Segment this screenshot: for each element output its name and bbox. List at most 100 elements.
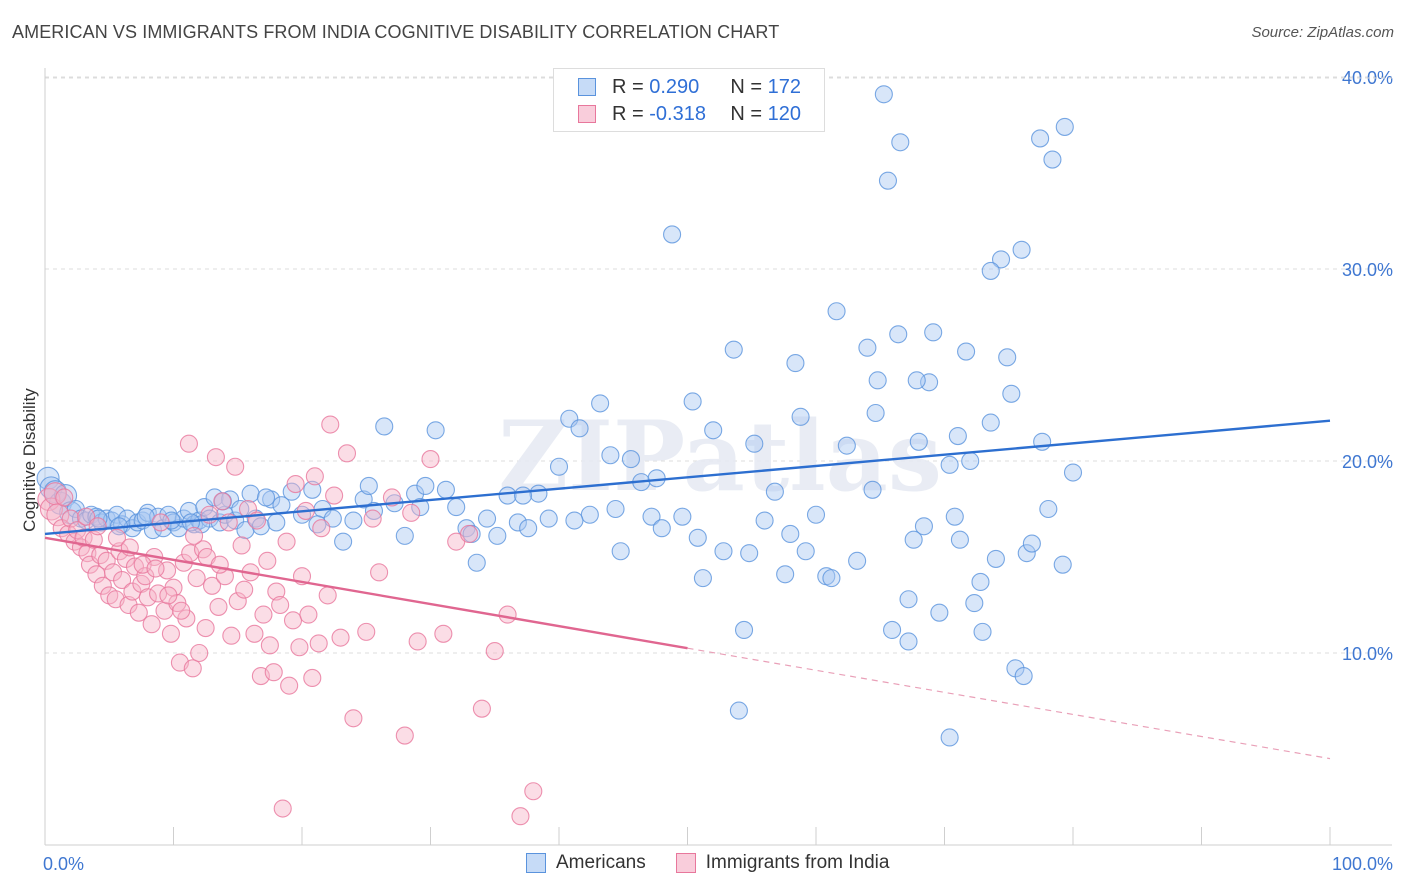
data-point <box>891 133 910 152</box>
legend-r-value: 0.290 <box>649 75 700 98</box>
data-point <box>704 421 723 440</box>
data-point <box>344 511 363 530</box>
data-point <box>647 469 666 488</box>
data-point <box>364 501 384 520</box>
data-point <box>321 415 340 434</box>
data-point <box>264 663 283 682</box>
legend-row-americans: R = 0.290 N = 172 <box>578 75 801 99</box>
data-point <box>303 668 322 688</box>
data-point <box>940 728 959 747</box>
data-point <box>395 526 414 545</box>
data-point <box>822 569 841 588</box>
series-swatch-americans <box>526 853 546 873</box>
data-point <box>529 484 548 503</box>
data-point <box>222 626 241 645</box>
data-point <box>408 632 427 651</box>
data-point <box>755 511 774 530</box>
data-point <box>745 434 764 453</box>
data-point <box>848 551 867 570</box>
data-point <box>416 476 435 496</box>
y-tick-label: 20.0% <box>1342 452 1393 472</box>
data-point <box>981 413 1000 432</box>
data-point <box>299 605 318 624</box>
data-point <box>549 457 569 476</box>
data-point <box>113 570 132 590</box>
data-point <box>43 482 67 506</box>
data-point <box>950 530 969 549</box>
legend-n-value: 120 <box>767 102 801 125</box>
series-legend-india: Immigrants from India <box>675 852 889 874</box>
data-point <box>904 530 923 549</box>
data-point <box>318 586 337 605</box>
data-point <box>914 517 933 536</box>
data-point <box>467 553 486 572</box>
data-point <box>488 526 507 545</box>
data-point <box>267 513 286 532</box>
data-point <box>1031 129 1050 148</box>
data-point <box>277 532 296 551</box>
data-point <box>370 563 389 582</box>
data-point <box>508 513 527 532</box>
data-point <box>206 448 225 467</box>
data-point <box>524 782 543 801</box>
watermark: ZIPatlas <box>498 400 942 513</box>
data-point <box>459 524 479 544</box>
data-point <box>513 486 533 505</box>
data-point <box>228 592 247 611</box>
data-point <box>827 302 846 321</box>
source-label: Source: ZipAtlas.com <box>1251 24 1394 41</box>
data-point <box>868 371 887 390</box>
data-point <box>961 451 980 471</box>
data-point <box>258 551 277 570</box>
data-point <box>1039 499 1058 519</box>
data-point <box>1022 534 1041 553</box>
data-point <box>1017 544 1036 563</box>
data-point <box>359 476 378 496</box>
data-point <box>402 503 421 522</box>
data-point <box>930 603 949 622</box>
data-point <box>693 569 712 588</box>
data-point <box>267 582 286 601</box>
data-point <box>421 450 440 469</box>
data-point <box>119 595 138 615</box>
data-point <box>652 519 671 538</box>
data-point <box>878 171 898 190</box>
data-point <box>375 417 394 436</box>
data-point <box>973 622 992 641</box>
data-point <box>539 509 558 528</box>
data-point <box>1014 666 1033 686</box>
data-point <box>187 569 206 588</box>
data-point <box>172 601 191 620</box>
data-point <box>436 480 455 499</box>
y-tick-label: 10.0% <box>1342 644 1393 664</box>
data-point <box>325 486 344 505</box>
data-point <box>61 509 80 528</box>
data-point <box>271 595 290 615</box>
data-point <box>363 509 382 528</box>
data-point <box>477 509 497 528</box>
data-point <box>981 261 1000 280</box>
data-point <box>88 517 107 536</box>
data-point <box>260 636 279 655</box>
data-point <box>161 624 180 643</box>
data-point <box>642 507 661 526</box>
data-point <box>232 536 251 555</box>
data-point <box>142 615 161 634</box>
data-point <box>740 544 759 563</box>
data-point <box>1063 463 1083 482</box>
data-point <box>93 576 112 595</box>
series-label-americans: Americans <box>556 852 646 873</box>
data-point <box>256 488 276 507</box>
data-point <box>866 403 885 423</box>
data-point <box>991 250 1011 269</box>
data-point <box>1012 240 1031 259</box>
data-point <box>688 528 707 547</box>
trend-line <box>44 536 688 650</box>
data-point <box>965 594 984 613</box>
data-point <box>107 505 127 524</box>
data-point <box>606 499 625 519</box>
data-point <box>570 419 589 438</box>
data-point <box>241 484 260 503</box>
data-point <box>129 603 148 622</box>
y-tick-label: 30.0% <box>1342 260 1393 280</box>
